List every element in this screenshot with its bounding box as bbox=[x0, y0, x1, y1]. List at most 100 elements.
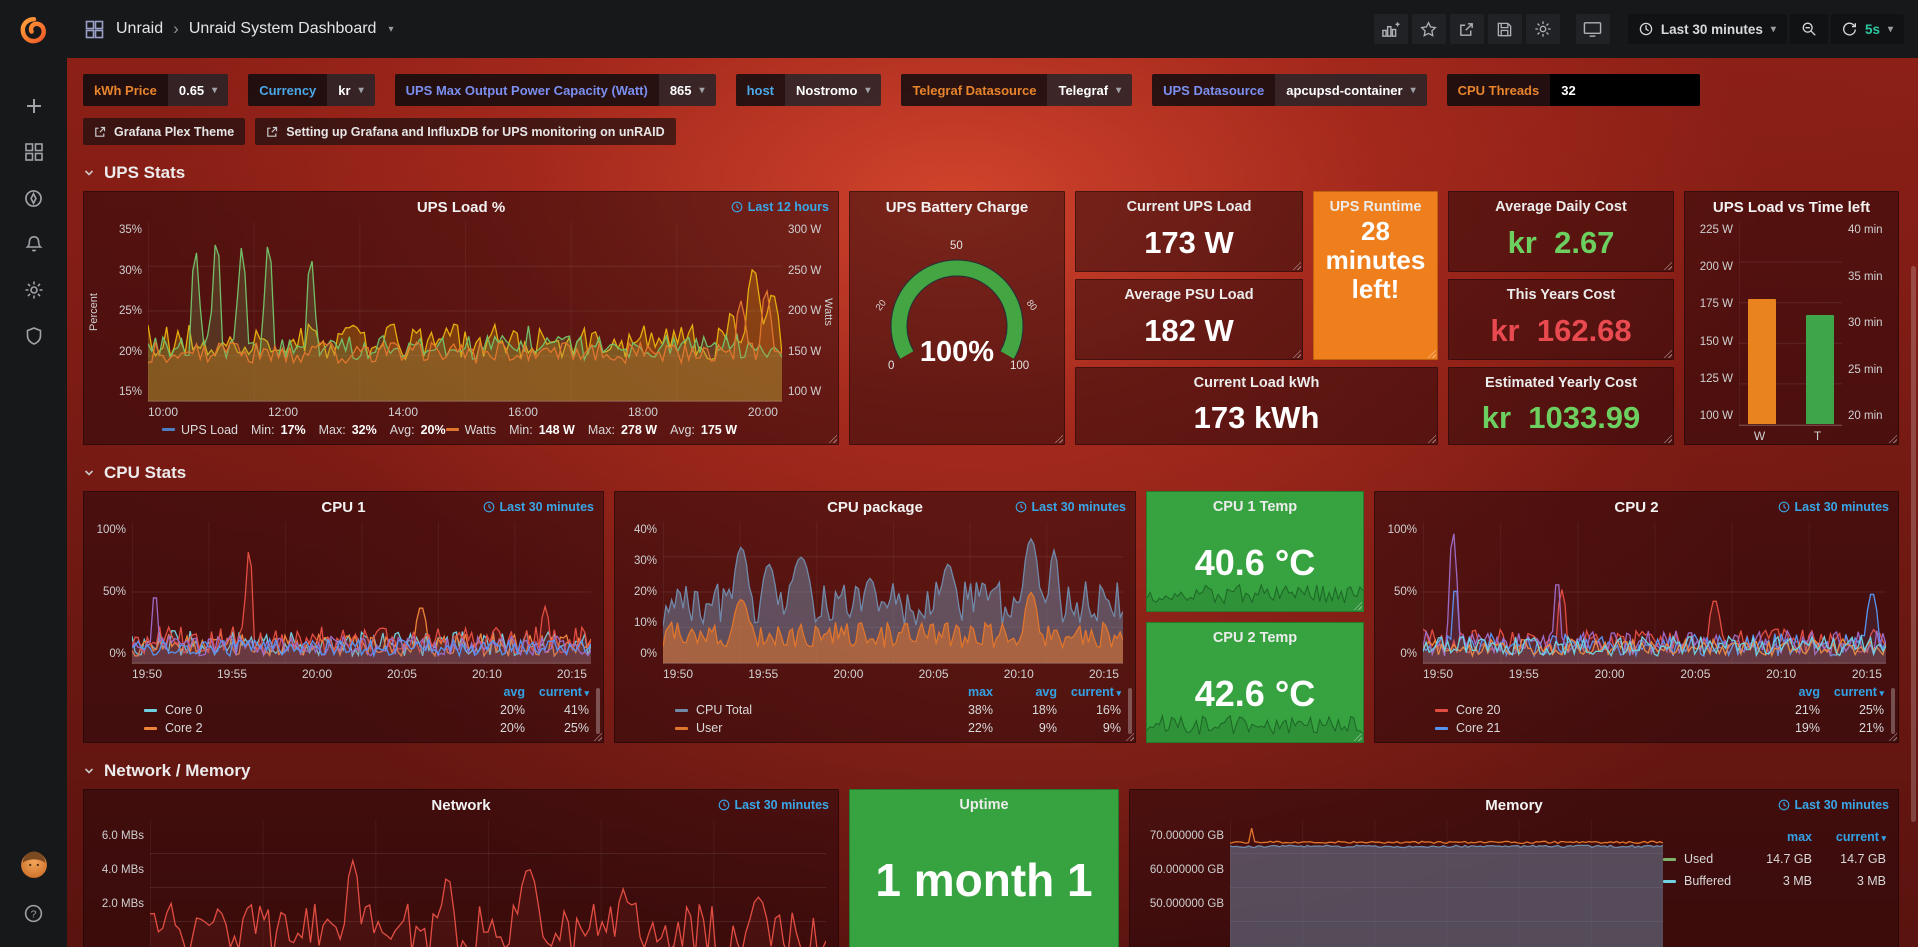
panel-resize-handle[interactable] bbox=[1352, 731, 1362, 741]
panel-resize-handle[interactable] bbox=[1426, 348, 1436, 358]
legend-series-buffered[interactable]: Buffered bbox=[1663, 874, 1738, 888]
panel-title[interactable]: UPS Load vs Time left bbox=[1712, 198, 1871, 216]
stat-title[interactable]: Current UPS Load bbox=[1126, 199, 1252, 215]
time-range-badge[interactable]: Last 30 minutes bbox=[718, 798, 829, 812]
stat-title[interactable]: Uptime bbox=[959, 797, 1009, 813]
page-scrollbar[interactable] bbox=[1911, 266, 1916, 822]
plot-area[interactable] bbox=[150, 820, 826, 947]
panel-title[interactable]: CPU 1 bbox=[321, 498, 366, 516]
variable-value-host[interactable]: Nostromo ▾ bbox=[785, 74, 882, 106]
legend-series-cpu-total[interactable]: CPU Total bbox=[675, 703, 929, 717]
time-range-badge[interactable]: Last 30 minutes bbox=[1778, 798, 1889, 812]
legend-sort-current[interactable]: current ▾ bbox=[538, 685, 589, 699]
panel-resize-handle[interactable] bbox=[827, 433, 837, 443]
dashboard-settings-button[interactable] bbox=[1525, 14, 1560, 44]
section-header-ups-stats[interactable]: UPS Stats bbox=[83, 163, 1899, 183]
panel-resize-handle[interactable] bbox=[592, 731, 602, 741]
sidebar-configuration-button[interactable] bbox=[11, 270, 57, 310]
sidebar-explore-button[interactable] bbox=[11, 178, 57, 218]
sidebar-create-button[interactable] bbox=[11, 86, 57, 126]
legend-scrollbar[interactable] bbox=[1128, 688, 1132, 734]
panel-title[interactable]: CPU package bbox=[827, 498, 923, 516]
grafana-logo[interactable] bbox=[12, 10, 56, 54]
panel-resize-handle[interactable] bbox=[1887, 433, 1897, 443]
variable-value-ups-max-output-power-capacity-watt[interactable]: 865 ▾ bbox=[658, 74, 716, 106]
legend-sort-avg[interactable]: avg bbox=[1035, 685, 1057, 699]
legend-series-ups-load[interactable]: UPS Load Min: 17% Max: 32% Avg: 20% bbox=[162, 423, 446, 437]
legend-series-watts[interactable]: Watts Min: 148 W Max: 278 W Avg: 175 W bbox=[445, 423, 737, 437]
star-dashboard-button[interactable] bbox=[1411, 14, 1446, 44]
panel-title[interactable]: Memory bbox=[1485, 796, 1543, 814]
stat-title[interactable]: Average PSU Load bbox=[1124, 287, 1254, 303]
variable-value-telegraf-datasource[interactable]: Telegraf ▾ bbox=[1047, 74, 1133, 106]
panel-title[interactable]: CPU 2 bbox=[1614, 498, 1659, 516]
plot-area[interactable] bbox=[1230, 820, 1663, 947]
panel-resize-handle[interactable] bbox=[1887, 731, 1897, 741]
stat-title[interactable]: Average Daily Cost bbox=[1495, 199, 1627, 215]
refresh-button[interactable]: 5s ▾ bbox=[1830, 14, 1904, 44]
dashboard-dropdown-caret[interactable]: ▾ bbox=[388, 23, 394, 35]
bar-w[interactable] bbox=[1747, 298, 1776, 424]
section-header-network-memory[interactable]: Network / Memory bbox=[83, 761, 1899, 781]
panel-resize-handle[interactable] bbox=[1662, 348, 1672, 358]
plot-area[interactable] bbox=[663, 522, 1123, 664]
time-range-badge[interactable]: Last 12 hours bbox=[731, 200, 829, 214]
tv-mode-button[interactable] bbox=[1575, 14, 1610, 44]
time-range-badge[interactable]: Last 30 minutes bbox=[1015, 500, 1126, 514]
panel-resize-handle[interactable] bbox=[1291, 260, 1301, 270]
panel-title[interactable]: UPS Battery Charge bbox=[885, 198, 1029, 216]
sidebar-dashboards-button[interactable] bbox=[11, 132, 57, 172]
legend-series-used[interactable]: Used bbox=[1663, 852, 1738, 866]
section-header-cpu-stats[interactable]: CPU Stats bbox=[83, 463, 1899, 483]
plot-area[interactable] bbox=[1739, 222, 1842, 426]
legend-series-user[interactable]: User bbox=[675, 721, 929, 735]
stat-title[interactable]: UPS Runtime bbox=[1329, 199, 1422, 215]
sidebar-alerting-button[interactable] bbox=[11, 224, 57, 264]
legend-sort-max[interactable]: max bbox=[1786, 830, 1812, 844]
legend-sort-current[interactable]: current ▾ bbox=[1070, 685, 1121, 699]
variable-value-kwh-price[interactable]: 0.65 ▾ bbox=[167, 74, 229, 106]
time-range-badge[interactable]: Last 30 minutes bbox=[1778, 500, 1889, 514]
panel-resize-handle[interactable] bbox=[1662, 260, 1672, 270]
sidebar-admin-button[interactable] bbox=[11, 316, 57, 356]
dashboard-link-setting-up-grafana-and-influxd[interactable]: Setting up Grafana and InfluxDB for UPS … bbox=[255, 118, 676, 145]
breadcrumb-app[interactable]: Unraid bbox=[116, 20, 164, 37]
variable-value-currency[interactable]: kr ▾ bbox=[327, 74, 375, 106]
panel-title[interactable]: Network bbox=[431, 796, 491, 814]
plot-area[interactable] bbox=[132, 522, 591, 664]
sidebar-help-button[interactable]: ? bbox=[11, 893, 57, 933]
panel-resize-handle[interactable] bbox=[1124, 731, 1134, 741]
add-panel-button[interactable] bbox=[1373, 14, 1408, 44]
legend-series-core-21[interactable]: Core 21 bbox=[1435, 721, 1756, 735]
legend-sort-avg[interactable]: avg bbox=[1798, 685, 1820, 699]
stat-title[interactable]: CPU 1 Temp bbox=[1212, 499, 1298, 515]
time-range-badge[interactable]: Last 30 minutes bbox=[483, 500, 594, 514]
panel-resize-handle[interactable] bbox=[1053, 433, 1063, 443]
zoom-out-button[interactable] bbox=[1789, 14, 1828, 44]
panel-resize-handle[interactable] bbox=[1291, 348, 1301, 358]
panel-resize-handle[interactable] bbox=[1426, 433, 1436, 443]
panel-title[interactable]: UPS Load % bbox=[416, 198, 506, 216]
bar-t[interactable] bbox=[1805, 314, 1834, 424]
legend-scrollbar[interactable] bbox=[1891, 688, 1895, 734]
legend-scrollbar[interactable] bbox=[596, 688, 600, 734]
legend-series-core-2[interactable]: Core 2 bbox=[144, 721, 461, 735]
legend-series-core-0[interactable]: Core 0 bbox=[144, 703, 461, 717]
plot-area[interactable] bbox=[148, 222, 782, 402]
legend-series-core-20[interactable]: Core 20 bbox=[1435, 703, 1756, 717]
legend-sort-max[interactable]: max bbox=[967, 685, 993, 699]
share-dashboard-button[interactable] bbox=[1449, 14, 1484, 44]
breadcrumb-dashboard-title[interactable]: Unraid System Dashboard bbox=[188, 20, 377, 37]
legend-sort-current[interactable]: current ▾ bbox=[1833, 685, 1884, 699]
dashboard-link-grafana-plex-theme[interactable]: Grafana Plex Theme bbox=[83, 118, 246, 145]
stat-title[interactable]: Estimated Yearly Cost bbox=[1484, 375, 1638, 391]
stat-title[interactable]: This Years Cost bbox=[1506, 287, 1616, 303]
plot-area[interactable] bbox=[1423, 522, 1886, 664]
stat-title[interactable]: CPU 2 Temp bbox=[1212, 630, 1298, 646]
panel-resize-handle[interactable] bbox=[1662, 433, 1672, 443]
time-range-picker[interactable]: Last 30 minutes ▾ bbox=[1627, 14, 1787, 44]
stat-title[interactable]: Current Load kWh bbox=[1193, 375, 1320, 391]
panel-resize-handle[interactable] bbox=[1352, 600, 1362, 610]
legend-sort-avg[interactable]: avg bbox=[503, 685, 525, 699]
variable-value-ups-datasource[interactable]: apcupsd-container ▾ bbox=[1275, 74, 1427, 106]
